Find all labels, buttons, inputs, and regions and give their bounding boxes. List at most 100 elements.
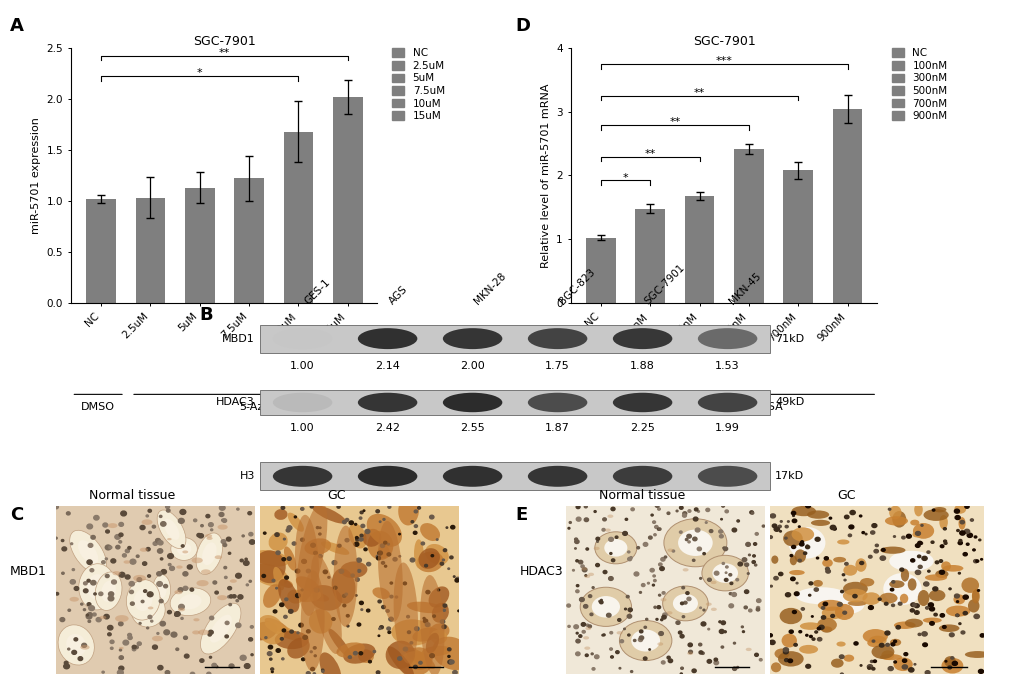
Text: 2.55: 2.55 <box>460 423 484 433</box>
Circle shape <box>178 604 184 609</box>
Ellipse shape <box>889 638 901 646</box>
Circle shape <box>602 518 605 521</box>
Circle shape <box>71 650 76 654</box>
Ellipse shape <box>287 590 303 603</box>
Circle shape <box>736 520 739 522</box>
Circle shape <box>245 558 247 560</box>
Circle shape <box>102 561 105 563</box>
Circle shape <box>576 505 580 508</box>
Circle shape <box>84 589 88 592</box>
Circle shape <box>294 516 297 518</box>
Circle shape <box>792 515 794 517</box>
Ellipse shape <box>328 628 352 659</box>
Circle shape <box>962 595 967 599</box>
Circle shape <box>122 554 126 557</box>
Circle shape <box>93 613 96 616</box>
Circle shape <box>381 561 384 564</box>
Circle shape <box>576 517 581 521</box>
Ellipse shape <box>682 568 688 572</box>
Circle shape <box>345 519 348 522</box>
Circle shape <box>813 588 817 591</box>
Ellipse shape <box>777 651 803 667</box>
Circle shape <box>84 582 87 585</box>
Circle shape <box>105 615 107 617</box>
Circle shape <box>949 633 953 636</box>
Circle shape <box>701 652 703 654</box>
Circle shape <box>333 586 336 589</box>
Circle shape <box>194 519 197 522</box>
Circle shape <box>919 542 921 544</box>
Circle shape <box>403 582 407 585</box>
Circle shape <box>104 614 109 619</box>
Circle shape <box>754 533 757 535</box>
Circle shape <box>161 522 166 526</box>
Circle shape <box>648 536 651 539</box>
Circle shape <box>458 610 460 612</box>
Circle shape <box>828 517 830 519</box>
Circle shape <box>178 518 184 524</box>
Circle shape <box>867 555 871 558</box>
Ellipse shape <box>673 594 697 613</box>
Circle shape <box>387 544 389 545</box>
Circle shape <box>88 612 92 616</box>
Circle shape <box>208 523 213 526</box>
Circle shape <box>323 570 327 574</box>
Circle shape <box>638 638 642 641</box>
Ellipse shape <box>917 590 928 606</box>
Circle shape <box>251 654 253 656</box>
Ellipse shape <box>176 566 182 569</box>
Ellipse shape <box>69 597 78 601</box>
Ellipse shape <box>294 515 319 616</box>
Circle shape <box>655 619 657 620</box>
Circle shape <box>117 670 123 675</box>
Circle shape <box>950 657 953 659</box>
Circle shape <box>940 545 943 548</box>
Circle shape <box>378 628 380 630</box>
Circle shape <box>413 531 417 535</box>
Circle shape <box>209 656 211 658</box>
Circle shape <box>877 598 880 601</box>
Circle shape <box>187 565 192 569</box>
Circle shape <box>954 515 959 519</box>
Ellipse shape <box>868 636 886 645</box>
Circle shape <box>958 623 960 625</box>
Text: H3: H3 <box>239 471 255 482</box>
Circle shape <box>658 563 661 566</box>
Circle shape <box>289 630 293 633</box>
Circle shape <box>979 559 981 560</box>
Circle shape <box>748 554 750 556</box>
Circle shape <box>840 673 843 676</box>
Circle shape <box>958 572 960 574</box>
Circle shape <box>116 546 120 549</box>
Circle shape <box>568 625 570 627</box>
Circle shape <box>389 595 392 598</box>
Circle shape <box>307 630 310 633</box>
Ellipse shape <box>251 621 277 641</box>
Circle shape <box>707 578 710 581</box>
Ellipse shape <box>163 519 179 540</box>
Circle shape <box>442 610 445 612</box>
Circle shape <box>229 595 232 598</box>
Circle shape <box>94 515 99 520</box>
Circle shape <box>107 625 113 630</box>
Circle shape <box>111 559 115 563</box>
Ellipse shape <box>420 523 439 541</box>
Circle shape <box>915 531 919 535</box>
Circle shape <box>595 537 599 540</box>
Circle shape <box>744 590 748 594</box>
Ellipse shape <box>528 393 587 412</box>
Ellipse shape <box>358 649 374 663</box>
Circle shape <box>718 630 723 634</box>
Circle shape <box>777 572 782 576</box>
Circle shape <box>830 614 834 617</box>
Circle shape <box>650 514 652 516</box>
Circle shape <box>962 612 966 615</box>
Circle shape <box>979 634 983 637</box>
Circle shape <box>870 531 874 534</box>
Bar <box>586 238 615 303</box>
Circle shape <box>741 626 743 627</box>
Text: **: ** <box>644 149 655 159</box>
Circle shape <box>698 651 702 654</box>
Circle shape <box>313 551 317 555</box>
Ellipse shape <box>429 623 449 639</box>
